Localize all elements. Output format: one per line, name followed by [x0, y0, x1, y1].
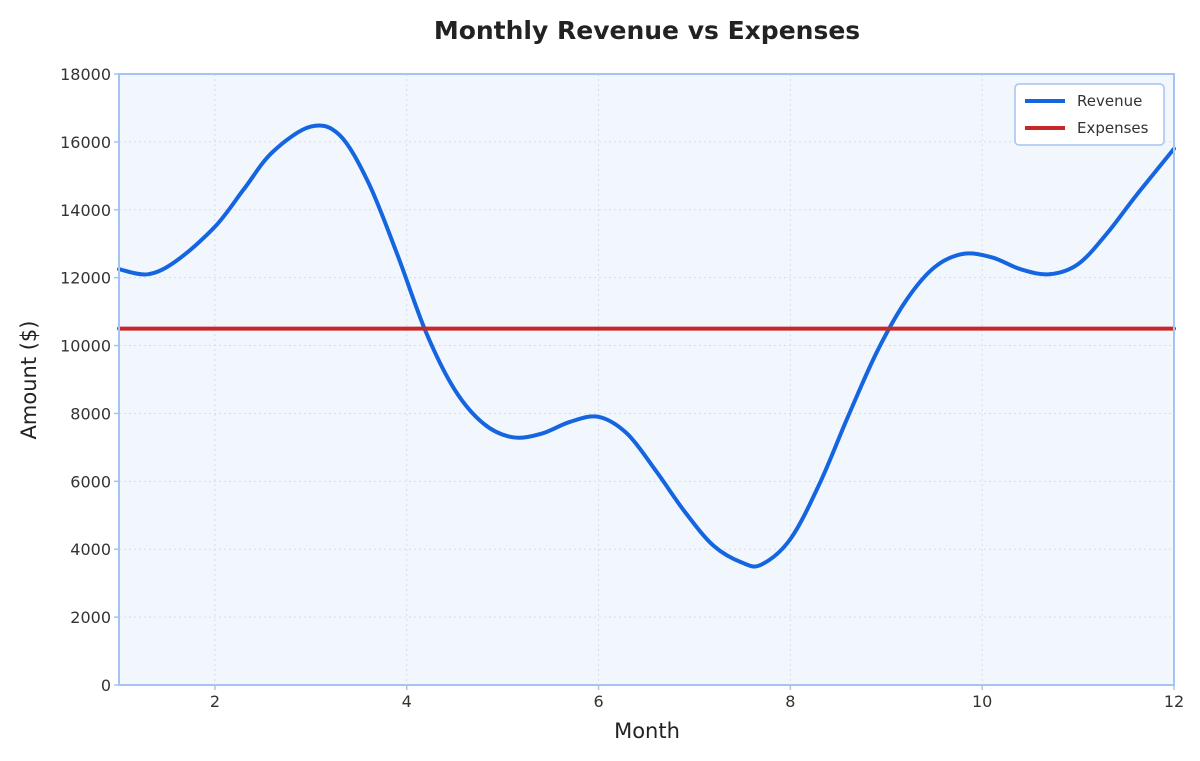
y-tick-label-16000: 16000 — [60, 133, 111, 152]
y-tick-label-2000: 2000 — [70, 608, 111, 627]
legend-label-revenue: Revenue — [1077, 92, 1142, 110]
x-tick-label-12: 12 — [1164, 692, 1184, 711]
x-tick-label-8: 8 — [785, 692, 795, 711]
y-tick-label-6000: 6000 — [70, 472, 111, 491]
y-tick-label-4000: 4000 — [70, 540, 111, 559]
legend-label-expenses: Expenses — [1077, 119, 1149, 137]
y-tick-label-10000: 10000 — [60, 337, 111, 356]
y-tick-label-14000: 14000 — [60, 201, 111, 220]
series-line-revenue — [117, 123, 1176, 569]
y-axis-label: Amount ($) — [17, 321, 41, 440]
y-tick-label-0: 0 — [101, 676, 111, 695]
y-tick-label-12000: 12000 — [60, 269, 111, 288]
x-axis-label: Month — [614, 719, 680, 743]
chart-title: Monthly Revenue vs Expenses — [434, 16, 860, 45]
x-tick-label-2: 2 — [210, 692, 220, 711]
y-tick-label-8000: 8000 — [70, 404, 111, 423]
y-tick-label-18000: 18000 — [60, 65, 111, 84]
x-axis: 2 4 6 8 10 12 — [210, 685, 1184, 711]
plot-area — [119, 74, 1174, 685]
x-tick-label-6: 6 — [593, 692, 603, 711]
legend: Revenue Expenses — [1014, 83, 1165, 146]
plot-frame — [118, 73, 1175, 686]
series-group — [117, 123, 1176, 569]
x-tick-label-4: 4 — [402, 692, 412, 711]
y-axis: 0 2000 4000 6000 8000 10000 12000 14000 16000 180… — [60, 65, 119, 695]
x-tick-label-10: 10 — [972, 692, 992, 711]
